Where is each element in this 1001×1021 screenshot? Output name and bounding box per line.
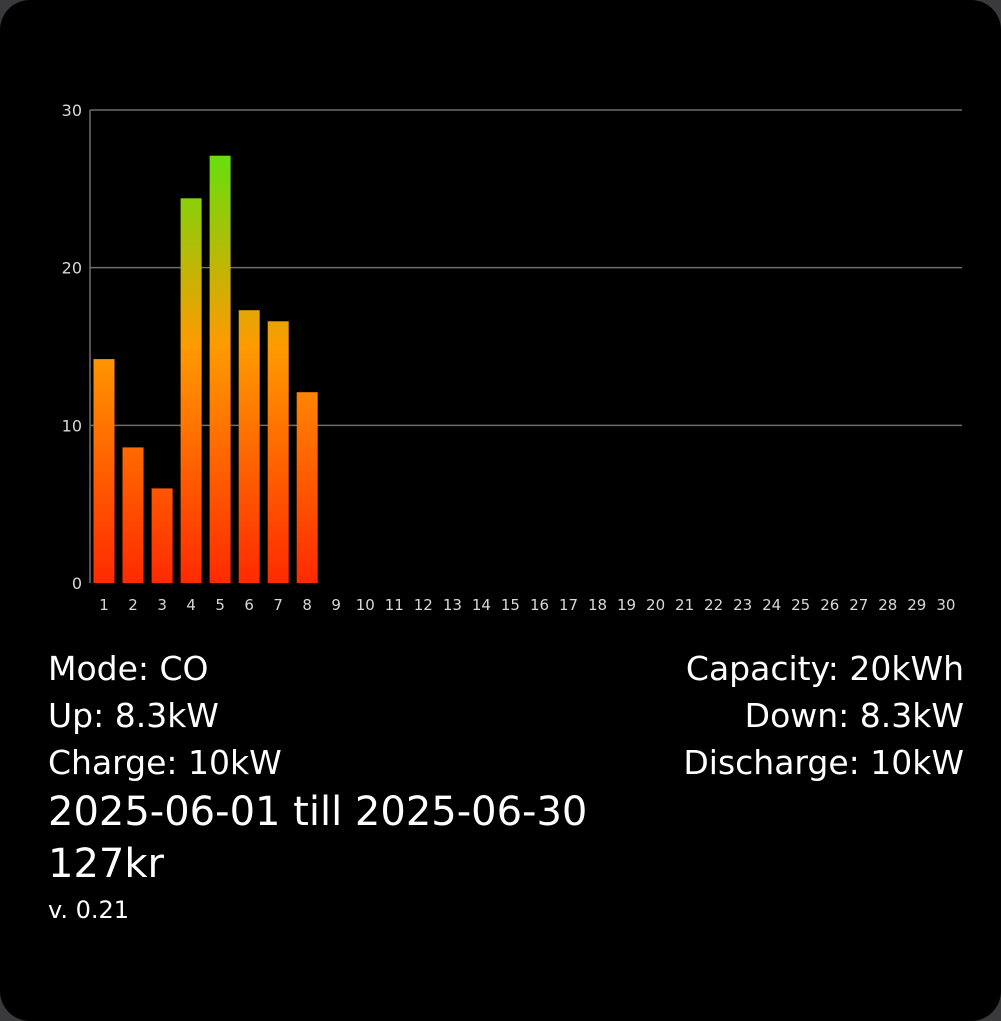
x-tick-label: 17 [559,596,578,614]
x-tick-label: 7 [273,596,283,614]
info-row-charge: Charge: 10kW Discharge: 10kW [48,739,964,786]
x-tick-label: 22 [704,596,723,614]
x-tick-label: 15 [501,596,520,614]
x-tick-label: 2 [128,596,138,614]
x-tick-label: 28 [878,596,897,614]
x-tick-label: 14 [472,596,491,614]
x-tick-label: 21 [675,596,694,614]
y-tick-label: 30 [62,101,82,120]
grid-layer [89,109,962,583]
x-tick-label: 9 [331,596,341,614]
bar-day-6 [238,310,260,583]
x-tick-label: 29 [907,596,926,614]
y-tick-label: 20 [62,259,82,278]
bar-day-7 [267,321,289,583]
info-row-up: Up: 8.3kW Down: 8.3kW [48,692,964,739]
version-text: v. 0.21 [48,896,130,924]
x-tick-label: 11 [385,596,404,614]
charge-text: Charge: 10kW [48,743,282,782]
x-tick-label: 19 [617,596,636,614]
mode-text: Mode: CO [48,649,209,688]
info-panel: Mode: CO Capacity: 20kWh Up: 8.3kW Down:… [48,645,964,930]
bar-layer [93,155,318,584]
x-tick-label: 8 [302,596,312,614]
x-tick-label: 10 [356,596,375,614]
y-tick-label: 0 [72,574,82,593]
x-tick-label: 26 [820,596,839,614]
x-tick-label: 16 [530,596,549,614]
bar-day-5 [209,155,231,583]
x-tick-label: 1 [99,596,109,614]
x-tick-label: 3 [157,596,167,614]
bar-day-1 [93,359,115,583]
bar-day-4 [180,198,202,584]
x-tick-label: 24 [762,596,781,614]
x-tick-label: 25 [791,596,810,614]
bar-day-3 [151,488,173,583]
x-tick-label: 5 [215,596,225,614]
cost-text: 127kr [48,841,164,887]
up-text: Up: 8.3kW [48,696,219,735]
down-text: Down: 8.3kW [744,696,964,735]
x-tick-label: 18 [588,596,607,614]
x-tick-label: 6 [244,596,254,614]
bar-day-2 [122,447,144,583]
capacity-text: Capacity: 20kWh [685,649,964,688]
bar-day-8 [296,392,318,583]
discharge-text: Discharge: 10kW [683,743,964,782]
y-tick-label: 10 [62,416,82,435]
x-tick-label: 12 [414,596,433,614]
x-tick-label: 13 [443,596,462,614]
x-tick-label: 20 [646,596,665,614]
period-text: 2025-06-01 till 2025-06-30 [48,789,588,835]
x-tick-label: 4 [186,596,196,614]
x-tick-label: 27 [849,596,868,614]
x-tick-label: 23 [733,596,752,614]
x-tick-label: 30 [936,596,955,614]
info-row-mode: Mode: CO Capacity: 20kWh [48,645,964,692]
